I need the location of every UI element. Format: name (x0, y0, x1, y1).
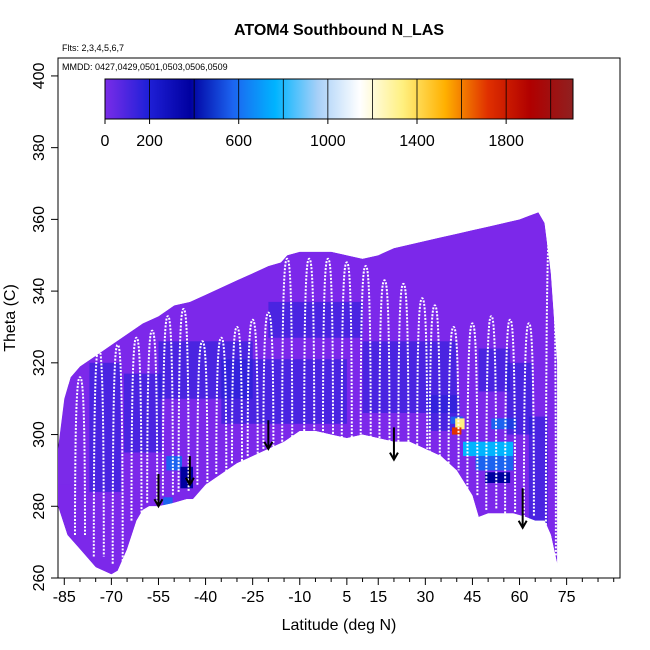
x-tick-label: 15 (369, 589, 387, 606)
y-tick-label: 300 (31, 421, 48, 448)
y-tick-label: 400 (31, 62, 48, 89)
down-arrow-icon (263, 420, 274, 451)
heatmap-cell (166, 456, 182, 471)
x-tick-label: -85 (53, 589, 76, 606)
flight-profile (196, 340, 209, 485)
arrows (153, 420, 528, 530)
flight-profiles (74, 218, 557, 564)
heatmap-cell (485, 472, 511, 483)
x-tick-label: -70 (100, 589, 123, 606)
flight-profile (231, 325, 243, 464)
colorbar: 0 200 600 1000 1400 1800 (101, 78, 574, 150)
heatmap-cell (163, 497, 173, 509)
heatmap-cell (491, 418, 517, 430)
heatmap-cell (452, 427, 462, 435)
heatmap-cell (463, 441, 514, 456)
flight-profile (522, 322, 535, 518)
heatmap-cell (455, 418, 465, 430)
x-tick-label: 60 (511, 589, 529, 606)
heatmap-cell (528, 416, 548, 525)
flights-annotation: Flts: 2,3,4,5,6,7 (62, 43, 124, 53)
flight-profile (246, 318, 259, 457)
heatmap-cell (428, 395, 460, 431)
flight-profile (215, 336, 228, 475)
x-tick-label: -25 (241, 589, 264, 606)
flight-profile (146, 329, 159, 503)
flight-profile (177, 307, 190, 492)
y-axis: 260 280 300 320 340 360 380 400 (31, 62, 58, 591)
x-axis: -85 -70 -55 -40 -25 -10 5 15 30 45 60 75 (53, 578, 615, 606)
flight-profile (303, 257, 316, 435)
colorbar-tick-label: 200 (136, 133, 163, 150)
y-tick-label: 280 (31, 493, 48, 520)
chart-title: ATOM4 Southbound N_LAS (234, 22, 444, 39)
colorbar-frame (104, 78, 574, 120)
heatmap-cell (221, 359, 347, 424)
heatmap-cell (475, 456, 514, 471)
flight-profile (92, 347, 105, 557)
y-tick-label: 380 (31, 134, 48, 161)
colorbar-tick-label: 1400 (399, 133, 435, 150)
flight-profile (397, 282, 410, 446)
colorbar-tick-label: 1800 (488, 133, 524, 150)
colorbar-gradient (105, 79, 573, 119)
down-arrow-icon (389, 427, 399, 462)
heatmap-cell (507, 362, 533, 435)
flight-profile (322, 257, 334, 435)
flight-profile (359, 264, 372, 439)
x-tick-label: 30 (416, 589, 434, 606)
flight-profile (130, 336, 143, 521)
flight-profile (485, 315, 498, 510)
y-axis-label: Theta (C) (2, 284, 19, 352)
flight-profile (544, 218, 557, 557)
x-tick-label: -10 (288, 589, 311, 606)
flight-profile (161, 315, 174, 496)
flight-profile (340, 261, 353, 439)
heatmap-cell (89, 362, 121, 492)
flight-profile (281, 257, 294, 442)
heatmap-cell (123, 373, 162, 453)
dates-annotation: MMDD: 0427,0429,0501,0503,0506,0509 (62, 62, 228, 72)
x-tick-label: 75 (558, 589, 576, 606)
x-axis-label: Latitude (deg N) (282, 617, 397, 634)
colorbar-tick-label: 1000 (310, 133, 346, 150)
flight-profile (416, 297, 429, 449)
down-arrow-icon (184, 456, 195, 487)
flight-profile (378, 279, 391, 442)
x-tick-label: -40 (194, 589, 217, 606)
flight-profile (447, 325, 460, 471)
flight-profile (74, 376, 86, 536)
y-tick-label: 320 (31, 349, 48, 376)
flight-profile (504, 318, 517, 514)
flight-profile (262, 311, 275, 449)
colorbar-tick-label: 0 (101, 133, 110, 150)
y-tick-label: 360 (31, 206, 48, 233)
colorbar-tick-label: 600 (225, 133, 252, 150)
flight-profile (428, 304, 441, 460)
y-tick-label: 340 (31, 278, 48, 305)
down-arrow-icon (153, 474, 164, 509)
x-tick-label: 5 (342, 589, 351, 606)
flight-profile (466, 322, 479, 496)
down-arrow-icon (517, 488, 528, 530)
x-tick-label: 45 (464, 589, 482, 606)
y-tick-label: 260 (31, 565, 48, 592)
x-tick-label: -55 (147, 589, 170, 606)
